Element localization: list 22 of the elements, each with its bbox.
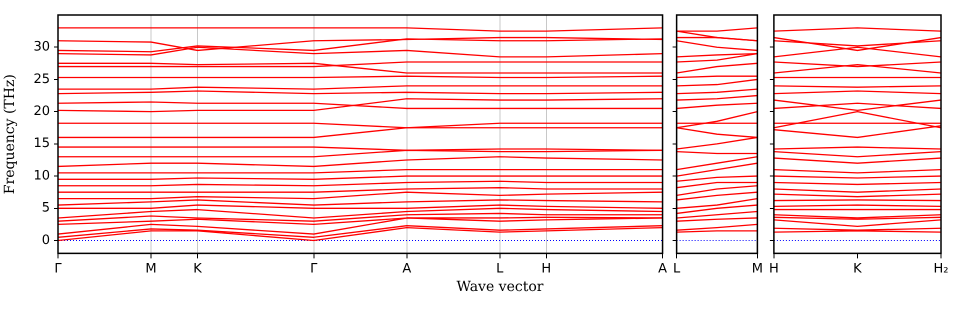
x-tick-label: H	[541, 262, 552, 277]
x-tick-label: M	[145, 262, 157, 277]
x-tick-label: Γ	[54, 262, 62, 277]
y-tick-label: 30	[33, 40, 50, 55]
y-tick-label: 25	[33, 72, 50, 87]
x-tick-label: K	[853, 262, 862, 277]
x-axis-title: Wave vector	[456, 279, 544, 295]
x-tick-label: Γ	[310, 262, 318, 277]
x-tick-label: M	[752, 262, 763, 277]
x-tick-label: L	[496, 262, 504, 277]
y-tick-label: 20	[33, 104, 50, 120]
y-axis-title: Frequency (THz)	[2, 74, 18, 194]
x-tick-label: H₂	[934, 262, 948, 277]
x-tick-label: A	[402, 262, 412, 277]
y-tick-label: 5	[42, 200, 50, 216]
x-tick-label: L	[672, 262, 681, 277]
x-tick-label: A	[658, 262, 668, 277]
x-tick-label: K	[193, 262, 202, 277]
y-tick-label: 15	[33, 136, 50, 152]
y-tick-label: 0	[42, 232, 50, 248]
y-tick-label: 10	[33, 168, 50, 184]
x-tick-label: H	[768, 262, 779, 277]
